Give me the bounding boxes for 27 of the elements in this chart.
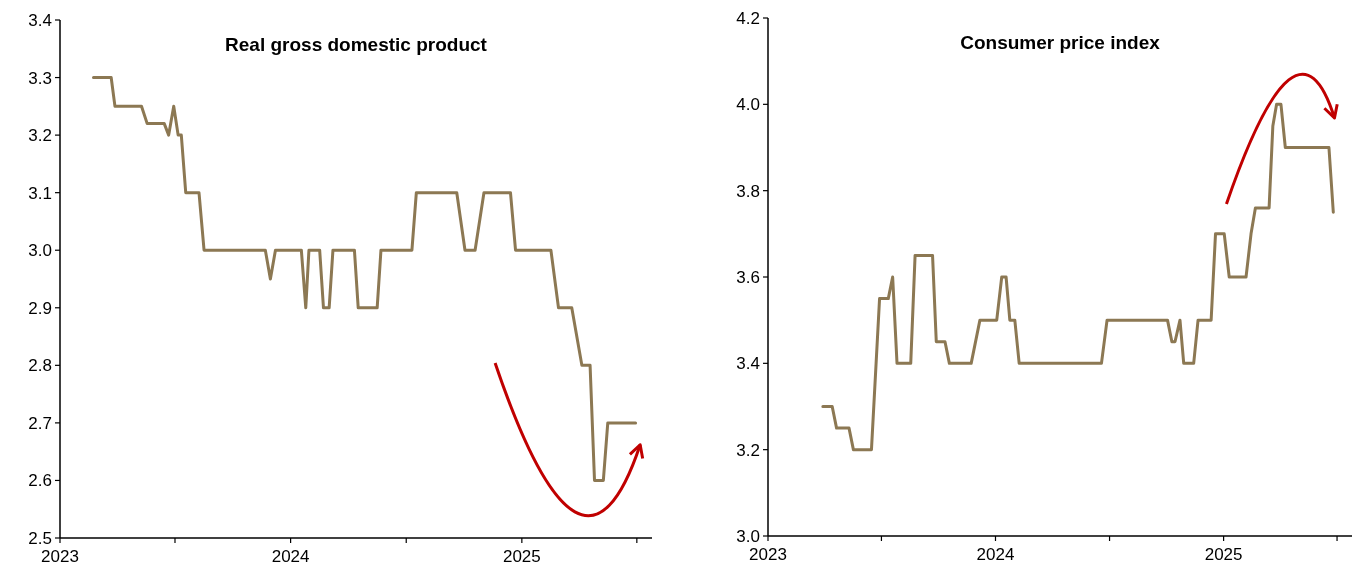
y-tick-label: 3.4: [28, 10, 52, 30]
y-tick-label: 4.0: [736, 95, 760, 115]
y-tick-label: 2.6: [28, 471, 52, 491]
y-tick-label: 3.8: [736, 181, 760, 201]
y-tick-label: 3.2: [28, 126, 52, 146]
text: Real gross domestic product: [225, 34, 488, 55]
y-tick-label: 3.1: [28, 183, 52, 203]
x-tick-label: 2024: [976, 545, 1015, 564]
x-tick-label: 2024: [271, 547, 310, 566]
x-tick-label: 2025: [502, 547, 541, 566]
line-series: [821, 102, 1335, 452]
line-series: [91, 76, 638, 482]
y-tick-label: 3.2: [736, 440, 760, 460]
x-tick-label: 2025: [1204, 545, 1243, 564]
y-tick-label: 2.9: [28, 298, 52, 318]
text: Consumer price index: [960, 32, 1161, 53]
y-tick-label: 3.6: [736, 267, 760, 287]
y-tick-label: 2.7: [28, 413, 52, 433]
y-tick-label: 3.3: [28, 68, 52, 88]
y-tick-label: 3.4: [736, 354, 760, 374]
y-tick-label: 4.2: [736, 8, 760, 28]
y-tick-label: 3.0: [736, 526, 760, 546]
x-tick-label: 2023: [749, 545, 787, 564]
x-tick-label: 2023: [41, 547, 79, 566]
y-tick-label: 3.0: [28, 241, 52, 261]
y-tick-label: 2.5: [28, 528, 52, 548]
y-tick-label: 2.8: [28, 356, 52, 376]
